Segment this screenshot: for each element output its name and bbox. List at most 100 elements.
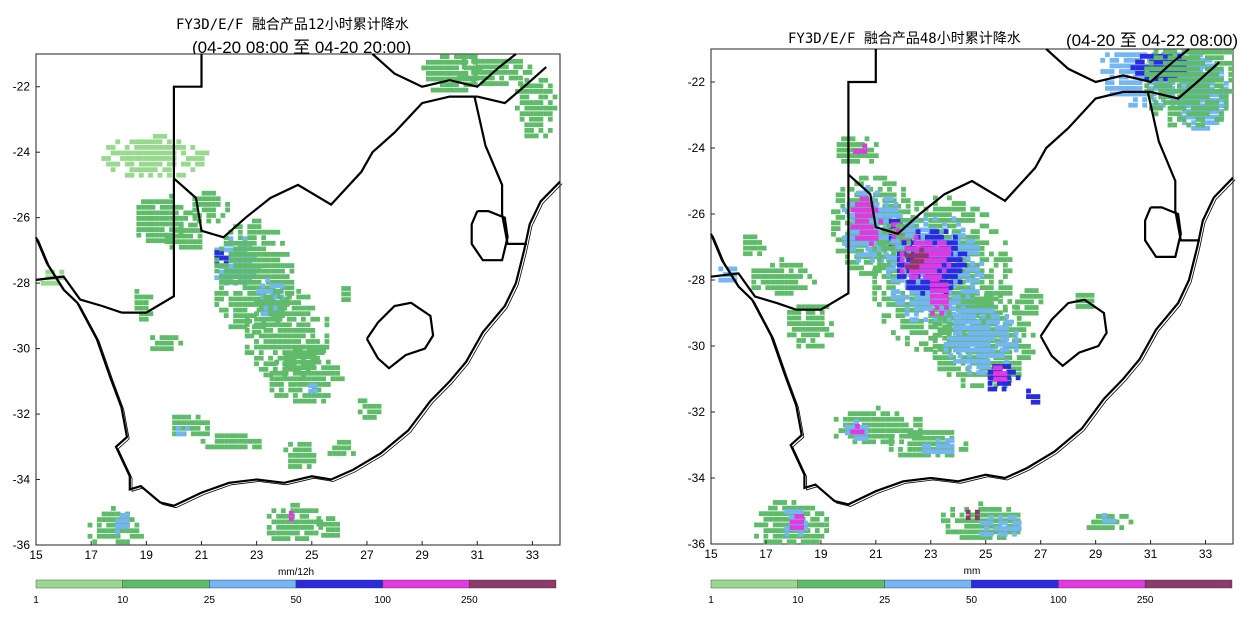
rain-pixel <box>884 218 889 224</box>
rain-pixel <box>316 359 322 365</box>
x-tick-label: 23 <box>924 547 938 561</box>
rain-pixel <box>237 291 243 296</box>
x-tick-label: 19 <box>814 547 828 561</box>
rain-pixel <box>237 229 243 235</box>
rain-pixel <box>890 294 896 300</box>
rain-pixel <box>195 156 200 161</box>
rain-pixel <box>201 196 207 202</box>
rain-pixel <box>268 294 273 300</box>
rain-pixel <box>891 181 897 187</box>
rain-pixel <box>183 239 189 245</box>
rain-pixel <box>54 280 60 286</box>
rain-pixel <box>1153 49 1159 55</box>
rain-pixel <box>901 274 907 279</box>
rain-pixel <box>881 229 887 234</box>
rain-pixel <box>939 279 944 285</box>
rain-pixel <box>223 291 229 296</box>
rain-pixel <box>287 333 292 339</box>
rain-pixel <box>233 324 238 330</box>
rain-pixel <box>756 285 761 291</box>
rain-pixel <box>942 366 947 372</box>
rain-pixel <box>270 263 276 268</box>
rain-pixel <box>172 420 177 426</box>
rain-pixel <box>918 272 924 278</box>
rain-pixel <box>444 59 450 65</box>
rain-pixel <box>270 252 276 257</box>
rain-pixel <box>921 443 927 449</box>
rain-pixel <box>914 311 919 317</box>
rain-pixel <box>969 512 974 518</box>
rain-pixel <box>280 513 286 519</box>
rain-pixel <box>242 246 248 252</box>
rain-pixel <box>978 507 984 512</box>
rain-pixel <box>918 268 924 274</box>
rain-pixel <box>237 279 243 285</box>
rain-pixel <box>263 361 269 367</box>
rain-pixel <box>805 505 811 511</box>
rain-pixel <box>1191 120 1196 126</box>
legend-swatch <box>35 579 123 589</box>
rain-pixel <box>863 271 869 276</box>
rain-pixel <box>1133 80 1138 86</box>
rain-pixel <box>970 218 976 223</box>
rain-pixel <box>805 343 811 349</box>
rain-pixel <box>801 304 806 310</box>
rain-pixel <box>297 447 303 453</box>
rain-pixel <box>788 262 794 268</box>
legend-swatch <box>382 579 470 589</box>
rain-pixel <box>138 150 144 156</box>
rain-pixel <box>979 223 985 229</box>
rain-pixel <box>435 59 441 65</box>
rain-pixel <box>970 293 975 299</box>
rain-pixel <box>859 207 865 213</box>
rain-pixel <box>998 520 1003 526</box>
rain-pixel <box>951 201 957 206</box>
rain-pixel <box>1144 76 1150 82</box>
rain-pixel <box>426 76 431 82</box>
rain-pixel <box>282 328 288 333</box>
rain-pixel <box>900 223 906 229</box>
rain-pixel <box>288 453 293 458</box>
rain-pixel <box>357 409 363 415</box>
x-tick-label: 17 <box>84 548 98 562</box>
rain-pixel <box>274 376 280 382</box>
rain-pixel <box>1186 103 1192 109</box>
rain-pixel <box>247 263 253 268</box>
rain-pixel <box>321 365 326 371</box>
rain-pixel <box>984 240 990 246</box>
rain-pixel <box>923 306 929 311</box>
rain-pixel <box>933 212 938 218</box>
rain-pixel <box>1009 342 1014 347</box>
rain-pixel <box>508 58 514 64</box>
rain-pixel <box>937 327 943 332</box>
rain-pixel <box>956 244 961 250</box>
rain-pixel <box>891 302 896 307</box>
rain-pixel <box>266 240 271 246</box>
rain-pixel <box>901 240 907 246</box>
rain-pixel <box>891 246 896 251</box>
rain-pixel <box>299 536 305 541</box>
rain-pixel <box>178 228 184 233</box>
rain-pixel <box>815 343 820 349</box>
rain-pixel <box>174 239 179 245</box>
rain-pixel <box>974 289 980 294</box>
rain-pixel <box>191 431 196 437</box>
rain-pixel <box>124 172 130 178</box>
rain-pixel <box>1209 77 1215 83</box>
rain-pixel <box>1214 109 1220 114</box>
rain-pixel <box>953 240 958 246</box>
rain-pixel <box>859 429 865 435</box>
legend-swatch <box>797 579 885 589</box>
rain-pixel <box>164 233 170 239</box>
rain-pixel <box>772 505 778 511</box>
rain-pixel <box>215 202 221 207</box>
rain-pixel <box>990 319 996 325</box>
rain-pixel <box>961 330 966 335</box>
rain-pixel <box>1205 72 1210 77</box>
rain-pixel <box>934 299 940 305</box>
rain-pixel <box>921 452 927 458</box>
rain-pixel <box>129 156 135 161</box>
rain-pixel <box>301 322 306 328</box>
rain-pixel <box>855 158 860 164</box>
rain-pixel <box>810 338 816 343</box>
